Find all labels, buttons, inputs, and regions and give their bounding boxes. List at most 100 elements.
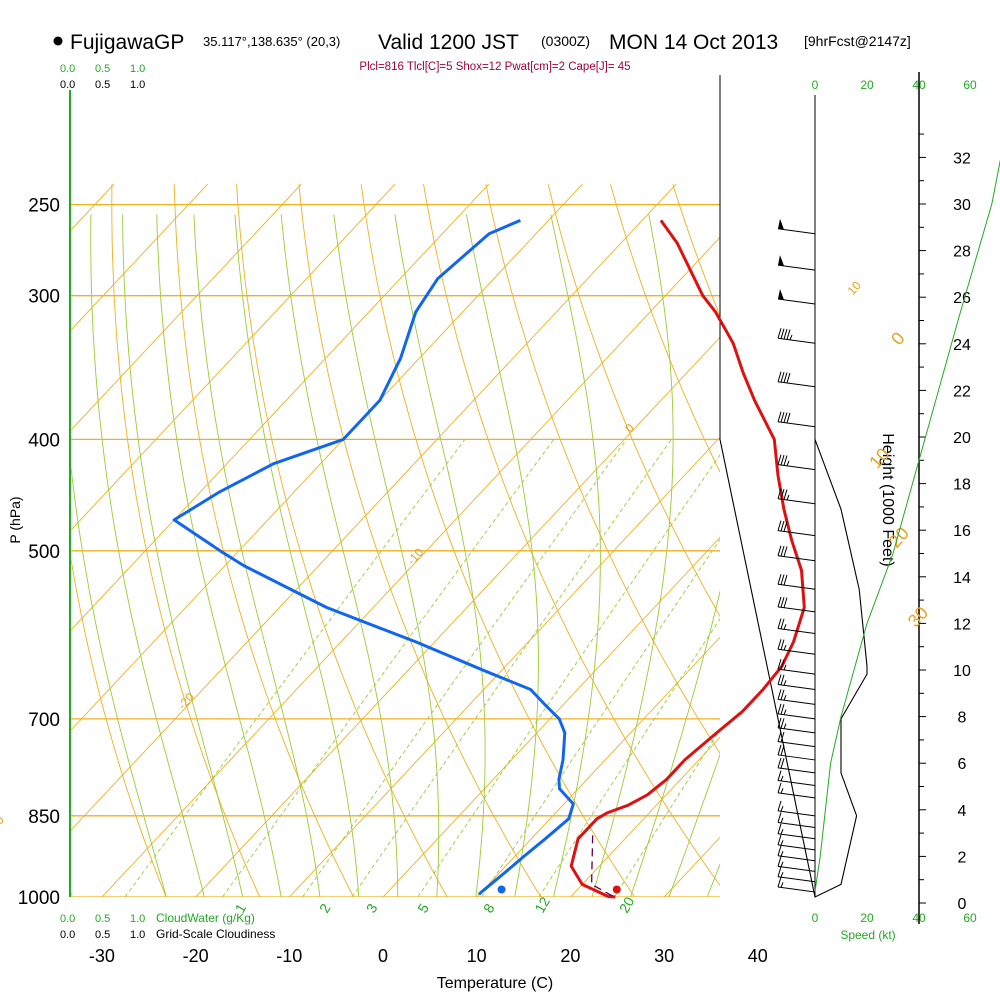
wind-barb (777, 689, 816, 705)
wind-barb (777, 674, 816, 690)
wind-barb (777, 255, 816, 271)
moist-adiabat-line (630, 589, 720, 897)
moist-adiabat-line (156, 214, 282, 897)
isotherm-label: 0 (887, 328, 909, 349)
mixing-ratio-label: 12 (531, 894, 553, 916)
dry-adiabat-line (423, 184, 720, 887)
dry-adiabat-line (360, 184, 636, 897)
moist-adiabat-line (706, 863, 720, 897)
surface-dewpoint-marker (497, 885, 506, 894)
isotherm-label: 10 (845, 278, 865, 298)
cw-bottom-tick-0: 0.0 (60, 913, 75, 925)
mixing-ratio-label: 3 (363, 901, 381, 916)
mixing-ratio-label: 8 (480, 901, 498, 916)
height-tick-label: 16 (953, 523, 971, 540)
moist-adiabat-line (465, 214, 539, 897)
isotherm-line (70, 183, 302, 432)
moist-adiabat-line (668, 753, 720, 897)
cld-top-tick-0: 0.0 (60, 79, 75, 91)
dry-adiabat-line (485, 184, 720, 755)
wind-barb (777, 731, 816, 748)
pressure-tick-label: 500 (28, 542, 60, 563)
header-bullet (53, 36, 63, 46)
wind-barb (777, 545, 816, 562)
cw-bottom-tick-2: 1.0 (130, 913, 145, 925)
moist-adiabat-line (122, 214, 244, 897)
speed-bottom-tick-1: 20 (860, 911, 874, 925)
wind-barb (777, 574, 816, 590)
wind-barb (777, 876, 816, 893)
dry-adiabat-line (672, 184, 720, 317)
dry-adiabat-line (173, 184, 355, 897)
height-tick-label: 8 (958, 710, 967, 727)
temperature-tick-label: 0 (378, 946, 388, 966)
x-axis-title: Temperature (C) (437, 975, 553, 992)
cloudiness-label: Grid-Scale Cloudiness (156, 927, 275, 941)
height-tick-label: 12 (953, 616, 971, 633)
wind-barb (777, 866, 816, 883)
isotherm-line (70, 183, 677, 832)
wind-speed-profile (719, 439, 868, 898)
isotherm-line (288, 436, 720, 897)
mixing-ratio-label: 20 (616, 894, 638, 916)
isotherm-label: -30 (0, 813, 7, 835)
moist-adiabat-line (333, 214, 440, 897)
cld-bottom-tick-1: 0.5 (95, 929, 110, 941)
isotherm-line (382, 536, 720, 897)
wind-barb (777, 454, 816, 471)
series-parcel-line (590, 833, 613, 897)
surface-temperature-marker (612, 885, 621, 894)
speed-axis-label: Speed (kt) (840, 928, 895, 942)
mixing-ratio-label: 2 (316, 901, 334, 916)
height-tick-label: 32 (953, 150, 971, 167)
isotherm-line (195, 336, 720, 897)
isotherm-line (569, 736, 720, 897)
cld-bottom-tick-0: 0.0 (60, 929, 75, 941)
wind-barb (777, 596, 816, 613)
wind-barb (777, 371, 816, 388)
y-axis-title: P (hPa) (7, 496, 23, 543)
wind-barb (777, 328, 816, 344)
valid-time: Valid 1200 JST (378, 31, 519, 54)
isotherm-line (476, 636, 720, 897)
utc-time: (0300Z) (541, 33, 590, 49)
station-name: FujigawaGP (70, 31, 184, 54)
height-tick-label: 0 (958, 896, 967, 913)
wind-barb (777, 770, 816, 787)
isotherm-label: -10 (404, 545, 426, 567)
isotherm-line (70, 183, 490, 632)
wind-barb (777, 812, 816, 828)
isotherm-line (70, 183, 583, 732)
temperature-tick-label: -10 (276, 946, 302, 966)
pressure-tick-label: 250 (28, 196, 60, 217)
height-tick-label: 20 (953, 430, 971, 447)
cw-top-tick-1: 0.5 (95, 63, 110, 75)
isotherm-line (0, 184, 20, 921)
y2-axis-title: Height (1000 Feet) (879, 433, 896, 566)
mixing-ratio-line (417, 454, 720, 897)
height-tick-label: 2 (958, 849, 967, 866)
cw-bottom-tick-1: 0.5 (95, 913, 110, 925)
wind-barb (777, 800, 816, 817)
moist-adiabat-line (70, 454, 167, 897)
moist-adiabat-line (280, 214, 399, 897)
isotherm-line (663, 836, 720, 897)
height-profile-line (814, 159, 1000, 892)
wind-barb (777, 411, 816, 428)
cld-top-tick-1: 0.5 (95, 79, 110, 91)
wind-barb (777, 703, 816, 720)
series-dewpoint-line (172, 219, 575, 896)
dry-adiabat-line (70, 550, 167, 897)
pressure-tick-label: 700 (28, 710, 60, 731)
pressure-tick-label: 400 (28, 430, 60, 451)
speed-top-tick-0: 0 (812, 78, 819, 92)
mixing-ratio-line (614, 728, 720, 897)
moist-adiabat-line (90, 214, 205, 897)
cw-top-tick-2: 1.0 (130, 63, 145, 75)
forecast-date: MON 14 Oct 2013 (609, 31, 778, 54)
wind-barb (777, 520, 816, 537)
cloudwater-label: CloudWater (g/Kg) (156, 911, 255, 925)
temperature-tick-label: 30 (654, 946, 674, 966)
wind-barb (777, 218, 816, 235)
speed-bottom-tick-3: 60 (963, 911, 977, 925)
